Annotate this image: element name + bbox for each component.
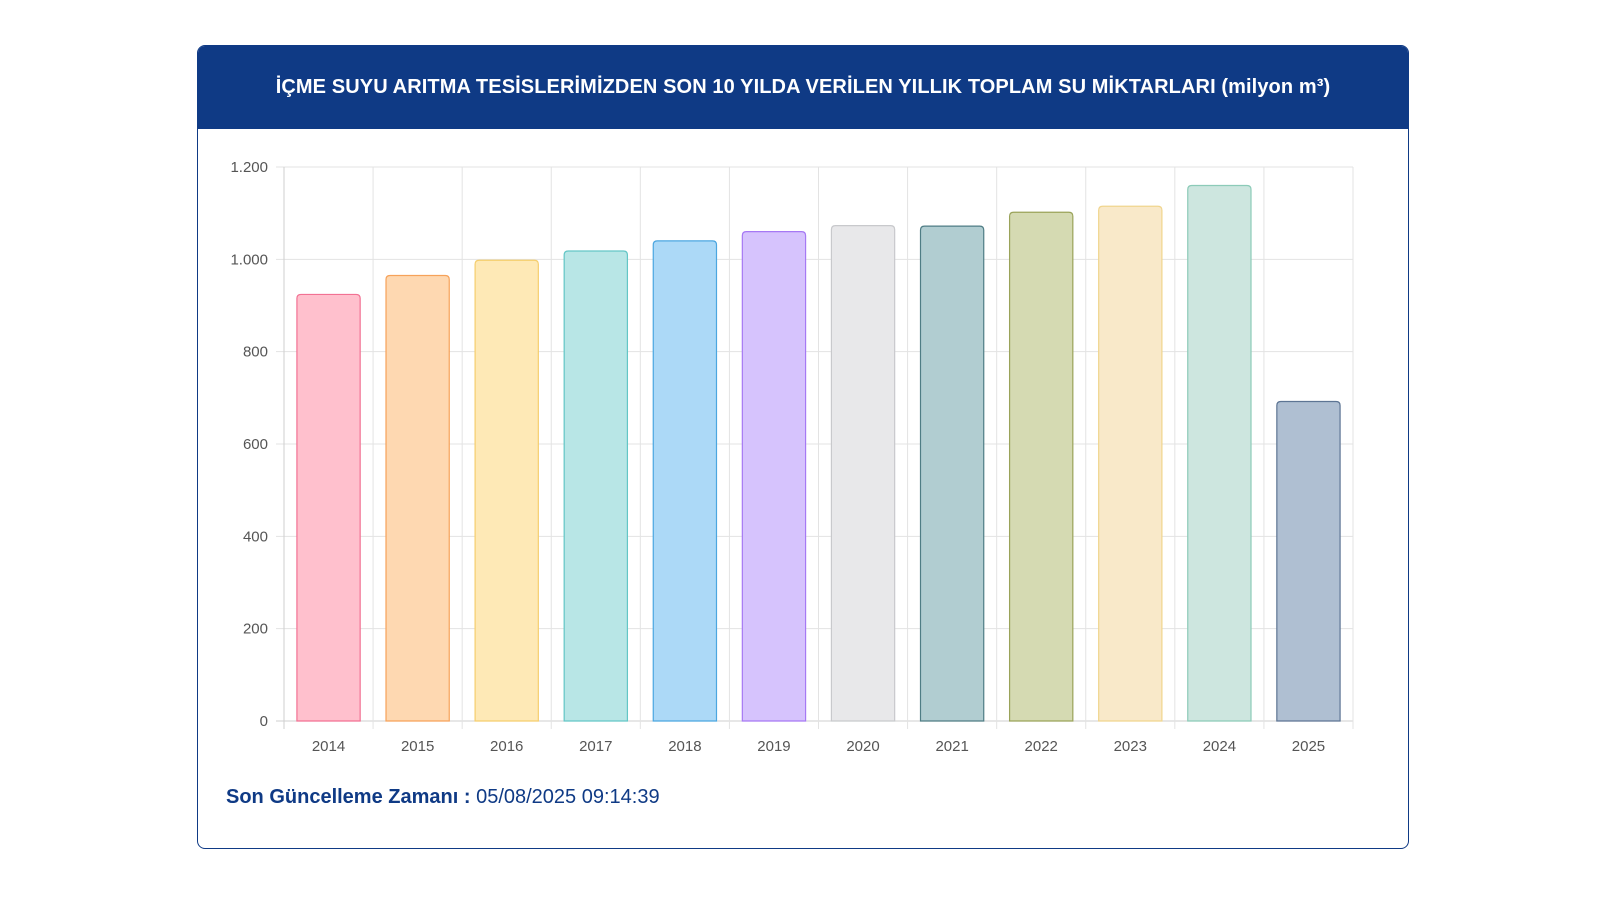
x-tick-label: 2016	[490, 738, 523, 755]
y-tick-label: 600	[243, 436, 268, 453]
chart-title: İÇME SUYU ARITMA TESİSLERİMİZDEN SON 10 …	[198, 46, 1408, 129]
bar-2017	[563, 250, 629, 722]
bar-2023	[1098, 205, 1163, 722]
last-update-label: Son Güncelleme Zamanı :	[226, 786, 471, 808]
x-tick-label: 2015	[401, 738, 434, 755]
bar-2020	[830, 225, 896, 722]
chart-area: 0 200 400 600 800 1.000 1.200 2014 2015 2016 2017 2…	[198, 129, 1407, 769]
x-tick-label: 2024	[1203, 738, 1236, 755]
bar-2016	[474, 259, 539, 722]
x-tick-label: 2014	[312, 738, 345, 755]
last-update-value: 05/08/2025 09:14:39	[476, 786, 660, 808]
bar-2021	[919, 225, 985, 722]
bar-2018	[652, 240, 718, 722]
x-tick-label: 2017	[579, 738, 612, 755]
x-tick-label: 2020	[846, 738, 879, 755]
y-tick-label: 800	[243, 344, 268, 361]
bar-2022	[1008, 211, 1074, 722]
bar-2024	[1187, 184, 1252, 722]
x-tick-label: 2021	[935, 738, 968, 755]
x-tick-label: 2019	[757, 738, 790, 755]
chart-card: İÇME SUYU ARITMA TESİSLERİMİZDEN SON 10 …	[197, 45, 1409, 849]
bar-2019	[741, 231, 807, 722]
last-update: Son Güncelleme Zamanı : 05/08/2025 09:14…	[226, 786, 660, 809]
bar-2025	[1276, 400, 1341, 722]
bar-chart: 0 200 400 600 800 1.000 1.200 2014 2015 2016 2017 2…	[230, 159, 1354, 755]
y-tick-label: 1.200	[230, 159, 268, 176]
y-tick-label: 400	[243, 528, 268, 545]
y-tick-label: 200	[243, 621, 268, 638]
bar-2015	[385, 274, 450, 722]
y-tick-label: 1.000	[230, 251, 268, 268]
x-tick-label: 2023	[1114, 738, 1147, 755]
bar-2014	[296, 293, 361, 722]
x-tick-label: 2018	[668, 738, 701, 755]
y-tick-label: 0	[260, 713, 268, 730]
x-tick-label: 2022	[1025, 738, 1058, 755]
x-tick-label: 2025	[1292, 738, 1325, 755]
